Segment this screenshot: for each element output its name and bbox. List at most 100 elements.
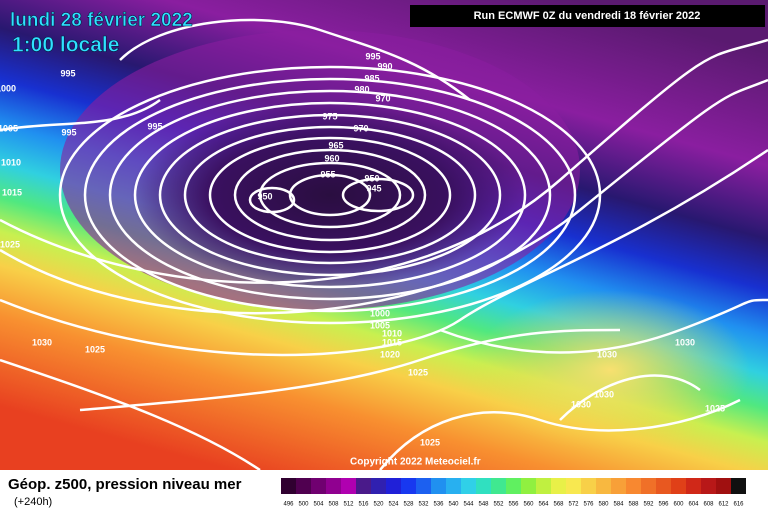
colorbar-label: 556 [508, 502, 519, 508]
colorbar-label: 496 [283, 502, 294, 508]
isobar-label: 1030 [594, 389, 614, 399]
colorbar-label: 580 [598, 502, 609, 508]
isobar-label: 995 [365, 51, 380, 61]
isobar [379, 398, 741, 471]
run-box [410, 5, 765, 27]
isobar-label: 1025 [705, 403, 725, 413]
colorbar-label: 608 [703, 502, 714, 508]
colorbar-swatch [461, 478, 476, 494]
isobar-label: 960 [324, 153, 339, 163]
colorbar-swatch [281, 478, 296, 494]
colorbar-label: 532 [418, 502, 429, 508]
isobar [79, 328, 621, 412]
colorbar-swatch [611, 478, 626, 494]
colorbar-swatch [626, 478, 641, 494]
isobar-label: 970 [375, 93, 390, 103]
isobar [0, 38, 768, 284]
isobar [0, 98, 161, 132]
colorbar-swatch [326, 478, 341, 494]
isobar [0, 78, 768, 315]
colorbar: 496 500 504 508 512 516 520 524 528 532 536 540 544 5… [281, 478, 746, 508]
colorbar-label: 552 [493, 502, 504, 508]
colorbar-label: 604 [688, 502, 699, 508]
isobars [0, 18, 768, 472]
colorbar-swatch [596, 478, 611, 494]
run-text: Run ECMWF 0Z du vendredi 18 février 2022 [474, 10, 701, 22]
colorbar-swatch [521, 478, 536, 494]
colorbar-label: 616 [733, 502, 744, 508]
colorbar-label: 536 [433, 502, 444, 508]
isobar-label: 1000 [0, 83, 16, 93]
warm-area [470, 290, 750, 450]
isobar-label: 975 [322, 111, 337, 121]
isobar-label: 1025 [85, 344, 105, 354]
isobar-label: 950 [257, 191, 272, 201]
colorbar-swatch [686, 478, 701, 494]
isobar [0, 148, 768, 357]
isobar-label: 1025 [408, 367, 428, 377]
colorbar-swatch [491, 478, 506, 494]
isobar-label: 1030 [597, 349, 617, 359]
isobar-label: 1015 [2, 187, 22, 197]
date-title: lundi 28 février 2022 [10, 10, 193, 31]
isobar [83, 77, 577, 313]
isobar [258, 161, 402, 229]
isobar [559, 374, 701, 421]
isobar-label: 1005 [370, 320, 390, 330]
colorbar-label: 612 [718, 502, 729, 508]
colorbar-label: 520 [373, 502, 384, 508]
colorbar-swatch [701, 478, 716, 494]
isobar [158, 113, 502, 277]
isobar [233, 148, 427, 242]
colorbar-label: 564 [538, 502, 549, 508]
isobar-label: 1000 [370, 308, 390, 318]
colorbar-swatch [716, 478, 731, 494]
colorbar-swatch [341, 478, 356, 494]
colorbar-swatch [386, 478, 401, 494]
colorbar-label: 524 [388, 502, 399, 508]
colorbar-swatch [671, 478, 686, 494]
colorbar-label: 560 [523, 502, 534, 508]
colorbar-swatch [476, 478, 491, 494]
isobar-label: 1030 [571, 399, 591, 409]
isobar-label: 950 [364, 173, 379, 183]
colorbar-label: 576 [583, 502, 594, 508]
colorbar-swatch [641, 478, 656, 494]
colorbar-swatch [356, 478, 371, 494]
isobar-label: 990 [377, 61, 392, 71]
isobar-label: 1015 [382, 337, 402, 347]
isobar-label: 1030 [32, 337, 52, 347]
colorbar-label: 528 [403, 502, 414, 508]
isobar-label: 995 [61, 127, 76, 137]
colorbar-label: 540 [448, 502, 459, 508]
colorbar-label: 544 [463, 502, 474, 508]
isobar-label: 1030 [675, 337, 695, 347]
isobar-label: 1010 [1, 157, 21, 167]
isobar [341, 177, 415, 213]
isobar-label: 1020 [380, 349, 400, 359]
colorbar-swatch [371, 478, 386, 494]
colorbar-label: 512 [343, 502, 354, 508]
colorbar-swatch [551, 478, 566, 494]
colorbar-swatch [506, 478, 521, 494]
isobar-label: 995 [147, 121, 162, 131]
isobar [183, 125, 477, 265]
colorbar-swatch [446, 478, 461, 494]
copyright: Copyright 2022 Meteociel.fr [350, 457, 481, 468]
colorbar-label: 500 [298, 502, 309, 508]
isobar [119, 18, 471, 101]
colorbar-swatch [656, 478, 671, 494]
footer-label: Géop. z500, pression niveau mer [8, 476, 242, 493]
colorbar-label: 516 [358, 502, 369, 508]
colorbar-label: 584 [613, 502, 624, 508]
isobar-label: 985 [364, 73, 379, 83]
isobar [439, 298, 768, 354]
colorbar-swatch [566, 478, 581, 494]
isobar-label: 945 [366, 183, 381, 193]
colorbar-swatch [401, 478, 416, 494]
colorbar-label: 600 [673, 502, 684, 508]
isobar-label: 965 [328, 140, 343, 150]
isobar-label: 970 [353, 123, 368, 133]
